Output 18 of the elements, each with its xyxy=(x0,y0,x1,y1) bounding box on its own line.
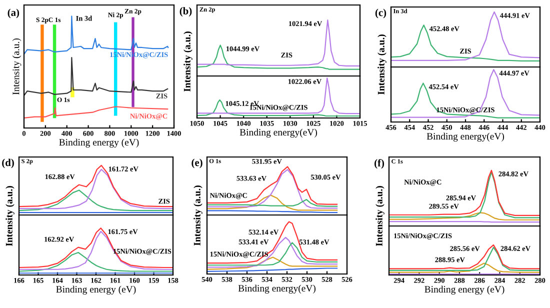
chart-title: (a) xyxy=(8,8,20,18)
y-axis-title: Intensity (a.u.) xyxy=(12,38,22,95)
y-axis-title: Intensity (a.u.) xyxy=(194,186,202,246)
x-axis-title: Binding energy (eV) xyxy=(59,138,139,148)
y-axis-title: Intensity (a.u.) xyxy=(378,34,386,95)
y-axis-title: Intensity (a.u.) xyxy=(184,32,192,92)
chart-title: (f) xyxy=(374,159,384,169)
chart-title: (b) xyxy=(180,7,192,17)
chart-title: (d) xyxy=(2,158,14,168)
x-axis-title: Binding energy(eV) xyxy=(238,284,316,294)
y-axis-title: Intensity (a.u.) xyxy=(376,186,384,246)
chart-title: (c) xyxy=(375,8,386,18)
x-axis-title: Binding energy (eV) xyxy=(424,286,504,295)
x-axis-title: Binding energy (eV) xyxy=(56,286,136,295)
y-axis-title: Intensity (a.u.) xyxy=(6,186,14,246)
x-axis-title: Binding energy(eV) xyxy=(240,128,317,138)
chart-title: (e) xyxy=(192,158,202,168)
x-axis-title: Binding energy(eV) xyxy=(426,132,504,142)
